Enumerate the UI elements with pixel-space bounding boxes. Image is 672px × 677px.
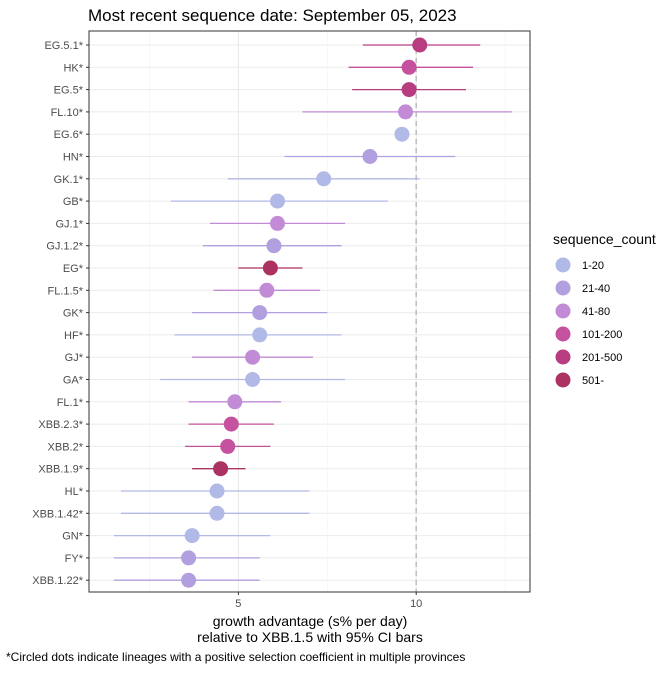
y-tick-label: HL* [65, 486, 84, 498]
y-tick-label: EG.5* [54, 85, 84, 97]
y-tick-label: EG.6* [54, 129, 84, 141]
data-point [401, 59, 417, 75]
y-tick-label: GK.1* [54, 174, 84, 186]
legend: sequence_count 1-20 21-40 41-80 101-200 201-… [553, 231, 656, 388]
data-point [269, 193, 285, 209]
y-tick-label: FY* [65, 553, 84, 565]
plot-panel [89, 31, 530, 592]
data-point [252, 327, 268, 343]
y-tick-label: GJ.1.2* [46, 241, 83, 253]
legend-label: 501- [582, 375, 604, 387]
plot-area: EG.5.1* HK* EG.5* FL.10* EG.6* HN* GK.1* GB* GJ.… [32, 30, 531, 610]
y-tick-label: GB* [63, 196, 84, 208]
data-point [227, 394, 243, 410]
data-point [266, 238, 282, 254]
y-tick-label: GK* [63, 308, 84, 320]
x-axis-label-line2: relative to XBB.1.5 with 95% CI bars [197, 629, 423, 645]
data-point [262, 260, 278, 276]
y-tick-label: HK* [63, 62, 83, 74]
legend-label: 21-40 [582, 283, 610, 295]
data-point [213, 461, 229, 477]
legend-label: 41-80 [582, 306, 610, 318]
y-tick-label: GJ* [65, 352, 84, 364]
legend-key [555, 280, 571, 296]
data-point [209, 483, 225, 499]
data-point [223, 416, 239, 432]
x-tick-label: 10 [410, 598, 422, 610]
y-tick-label: XBB.1.9* [38, 464, 83, 476]
legend-key [555, 257, 571, 273]
data-point [181, 550, 197, 566]
data-point [209, 505, 225, 521]
legend-key [555, 303, 571, 319]
data-point [316, 171, 332, 187]
legend-label: 201-500 [582, 352, 622, 364]
legend-label: 1-20 [582, 260, 604, 272]
data-point [184, 528, 200, 544]
y-tick-label: GN* [62, 531, 84, 543]
y-tick-label: FL.1* [57, 397, 84, 409]
legend-key [555, 349, 571, 365]
data-point [181, 572, 197, 588]
plot-border [88, 30, 531, 593]
data-point [398, 104, 414, 120]
data-point [252, 305, 268, 321]
legend-label: 101-200 [582, 329, 622, 341]
chart-title: Most recent sequence date: September 05,… [88, 6, 457, 25]
y-tick-label: GJ.1* [55, 218, 83, 230]
x-axis-label-line1: growth advantage (s% per day) [213, 613, 408, 629]
y-tick-label: XBB.2.3* [38, 419, 83, 431]
footnote: *Circled dots indicate lineages with a p… [6, 650, 465, 664]
data-point [220, 438, 236, 454]
y-tick-label: HF* [64, 330, 84, 342]
y-tick-label: XBB.1.42* [32, 508, 83, 520]
y-tick-label: GA* [63, 375, 84, 387]
data-point [401, 82, 417, 98]
data-point [245, 349, 261, 365]
y-tick-label: EG* [63, 263, 84, 275]
data-point [245, 372, 261, 387]
data-point [412, 37, 428, 53]
y-tick-label: FL.10* [51, 107, 84, 119]
y-tick-label: XBB.2* [48, 441, 84, 453]
y-tick-label: XBB.1.22* [32, 575, 83, 587]
y-tick-label: HN* [63, 152, 84, 164]
legend-title: sequence_count [553, 231, 656, 247]
y-tick-label: FL.1.5* [48, 285, 84, 297]
data-point [259, 282, 275, 298]
x-tick-label: 5 [235, 598, 241, 610]
data-point [362, 149, 378, 164]
y-tick-label: EG.5.1* [44, 40, 83, 52]
legend-key [555, 326, 571, 342]
legend-key [555, 372, 571, 388]
data-point [394, 126, 410, 142]
data-point [269, 215, 285, 231]
